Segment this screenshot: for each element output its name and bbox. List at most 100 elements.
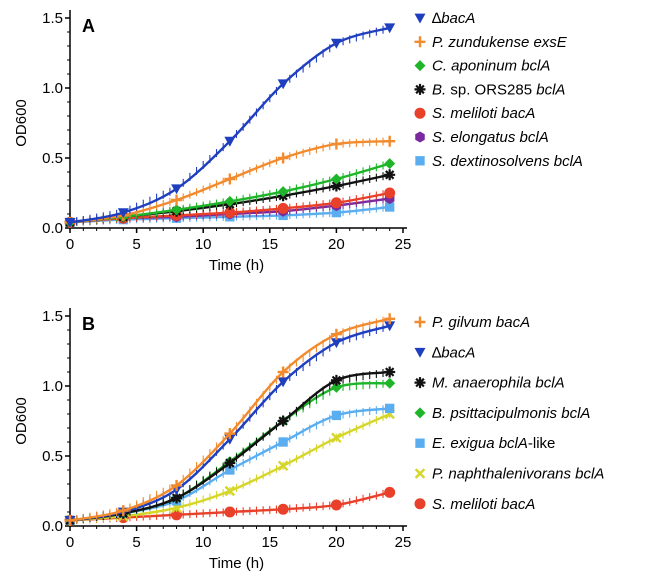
y-tick-label: 1.0 xyxy=(42,378,63,395)
data-point xyxy=(384,321,396,332)
data-point xyxy=(330,180,342,192)
data-point xyxy=(224,428,236,440)
legend-label-part: sp. ORS285 xyxy=(446,81,536,98)
data-point xyxy=(224,457,236,469)
data-point xyxy=(224,136,236,147)
data-point xyxy=(117,505,129,517)
y-tick-label: 0.0 xyxy=(42,220,63,237)
legend-label-part: E. exigua bclA xyxy=(432,435,528,452)
legend-marker xyxy=(415,438,425,448)
data-point xyxy=(224,506,236,518)
series-line xyxy=(69,26,391,224)
y-tick-label: 1.0 xyxy=(42,80,63,97)
legend-label: S. meliloti bacA xyxy=(432,105,535,122)
legend-label: ∆bacA xyxy=(432,344,475,361)
y-axis-label: OD600 xyxy=(13,99,30,147)
legend-marker xyxy=(414,498,426,510)
legend-label: B. sp. ORS285 bclA xyxy=(432,81,565,98)
legend-label-part: bacA xyxy=(441,10,475,27)
data-point xyxy=(330,328,342,340)
legend-label: B. psittacipulmonis bclA xyxy=(432,405,590,422)
x-tick-label: 15 xyxy=(261,534,278,551)
x-tick-label: 15 xyxy=(261,236,278,253)
y-axis-label: OD600 xyxy=(13,397,30,445)
x-tick-label: 10 xyxy=(195,236,212,253)
legend-item: ∆bacA xyxy=(414,344,475,361)
data-point xyxy=(384,486,396,498)
legend-label-part: bclA xyxy=(536,81,565,98)
legend-label: E. exigua bclA-like xyxy=(432,435,555,452)
y-tick-label: 1.5 xyxy=(42,10,63,27)
x-tick-label: 20 xyxy=(328,534,345,551)
data-point xyxy=(385,202,395,212)
data-point xyxy=(384,187,396,199)
legend-label-part: S. dextinosolvens bclA xyxy=(432,153,583,170)
y-tick-label: 1.5 xyxy=(42,308,63,325)
legend-label-part: P. naphthalenivorans bclA xyxy=(432,466,604,483)
chart-panel-a: 0 5 10 15 20 25 0.0 0.5 1.0 1.5 Time (h) OD600 A ∆bac… xyxy=(13,10,583,274)
data-point xyxy=(330,499,342,511)
data-point xyxy=(224,485,236,497)
legend-marker xyxy=(414,407,426,419)
series-1 xyxy=(64,313,396,526)
legend-item: S. meliloti bacA xyxy=(414,105,535,122)
y-tick-label: 0.5 xyxy=(42,150,63,167)
panel-label: A xyxy=(82,16,95,36)
data-point xyxy=(384,377,396,389)
legend-label-part: M. anaerophila bclA xyxy=(432,375,565,392)
x-axis-label: Time (h) xyxy=(209,555,264,572)
data-point xyxy=(331,410,342,421)
axes xyxy=(69,308,407,527)
legend-item: ∆bacA xyxy=(414,10,475,27)
legend-marker xyxy=(415,131,425,143)
data-point xyxy=(330,173,342,185)
x-tick-label: 25 xyxy=(395,534,412,551)
legend-item: S. dextinosolvens bclA xyxy=(415,153,583,170)
series-line xyxy=(69,381,390,522)
legend-marker xyxy=(414,316,426,328)
data-point xyxy=(330,197,342,209)
data-point xyxy=(224,173,236,185)
x-axis-label: Time (h) xyxy=(209,257,264,274)
data-point xyxy=(330,138,342,150)
legend-label: P. gilvum bacA xyxy=(432,314,530,331)
series-line xyxy=(69,370,390,522)
data-point xyxy=(385,403,395,414)
legend-marker xyxy=(414,83,426,95)
legend-label-part: -like xyxy=(528,435,556,452)
legend-marker xyxy=(414,13,426,24)
legend-label: M. anaerophila bclA xyxy=(432,375,565,392)
data-point xyxy=(171,194,183,206)
data-point xyxy=(331,207,342,218)
x-tick-label: 5 xyxy=(132,534,140,551)
data-point xyxy=(277,366,289,378)
y-tick-label: 0.5 xyxy=(42,448,63,465)
legend-label: P. naphthalenivorans bclA xyxy=(432,466,604,483)
x-tick-label: 10 xyxy=(195,534,212,551)
x-tick-label: 5 xyxy=(132,236,140,253)
data-point xyxy=(384,169,396,181)
data-point xyxy=(64,218,76,228)
legend-item: S. meliloti bacA xyxy=(414,496,535,513)
series-1 xyxy=(64,23,396,228)
data-point xyxy=(171,492,183,504)
series-2 xyxy=(64,321,396,526)
legend-label-part: B. psittacipulmonis bclA xyxy=(432,405,590,422)
legend-item: B. psittacipulmonis bclA xyxy=(414,405,590,422)
legend-marker xyxy=(414,107,426,119)
data-point xyxy=(277,79,289,90)
data-point xyxy=(277,377,289,388)
data-point xyxy=(384,158,396,170)
legend-item: P. gilvum bacA xyxy=(414,314,530,331)
legend-label-part: S. meliloti bacA xyxy=(432,105,535,122)
legend-marker xyxy=(414,377,426,389)
data-point xyxy=(64,514,76,526)
legend-item: P. naphthalenivorans bclA xyxy=(414,466,604,483)
data-point xyxy=(278,437,288,447)
legend-label-part: ∆ xyxy=(432,344,442,361)
legend-item: S. elongatus bclA xyxy=(415,129,549,146)
data-point xyxy=(277,186,289,198)
x-tick-label: 25 xyxy=(395,236,412,253)
data-point xyxy=(117,208,129,219)
legend-label-part: S. elongatus bclA xyxy=(432,129,549,146)
